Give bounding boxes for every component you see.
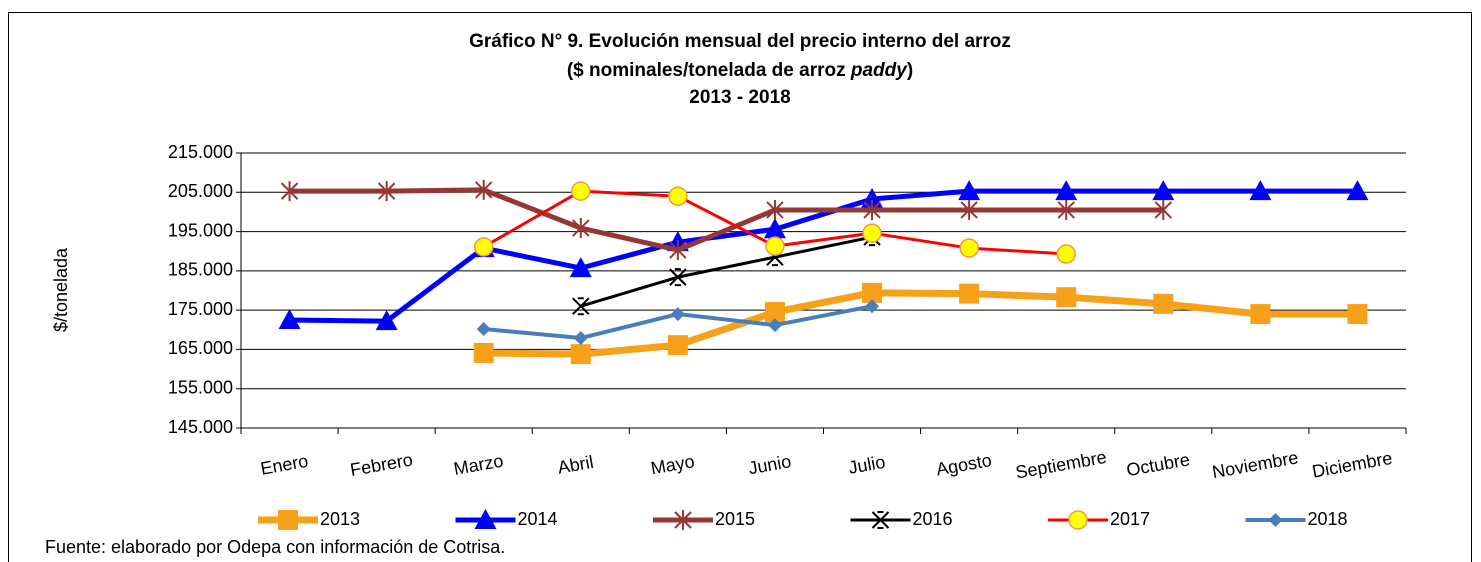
- legend-marker: [474, 509, 497, 529]
- marker: [766, 248, 784, 267]
- marker: [766, 199, 784, 220]
- marker: [767, 318, 782, 333]
- legend-label: 2016: [913, 509, 953, 529]
- series: [476, 299, 880, 346]
- marker: [958, 180, 981, 201]
- chart-years: 2013 - 2018: [689, 87, 790, 108]
- legend-marker: [278, 510, 298, 530]
- legend-label: 2018: [1308, 509, 1348, 529]
- y-tick-label: 195.000: [168, 220, 233, 240]
- legend-label: 2015: [715, 509, 755, 529]
- series: [473, 181, 1076, 264]
- marker: [1056, 244, 1076, 264]
- marker: [862, 223, 882, 243]
- marker: [570, 344, 591, 365]
- series-line: [289, 188, 1358, 324]
- marker: [572, 218, 590, 239]
- y-tick-label: 175.000: [168, 299, 233, 319]
- legend-label: 2017: [1110, 509, 1150, 529]
- legend-label: 2013: [320, 509, 360, 529]
- marker: [375, 310, 398, 331]
- marker: [572, 297, 590, 316]
- marker: [668, 186, 688, 206]
- series-line: [483, 289, 1358, 358]
- marker: [475, 179, 493, 200]
- marker: [1347, 304, 1368, 325]
- marker: [959, 283, 980, 304]
- marker: [669, 268, 687, 287]
- series: [473, 282, 1368, 365]
- marker: [377, 181, 396, 202]
- subtitle-part: ($ nominales/tonelada de arroz: [567, 60, 846, 81]
- chart-frame: [8, 12, 1472, 562]
- source-note: Fuente: elaborado por Odepa con informac…: [45, 537, 505, 557]
- marker: [1153, 293, 1174, 314]
- marker: [863, 199, 881, 220]
- legend-marker: [674, 510, 692, 530]
- legend-marker: [871, 511, 890, 529]
- y-tick-label: 215.000: [168, 142, 233, 162]
- marker: [1154, 199, 1172, 220]
- y-tick-label: 205.000: [168, 181, 233, 201]
- y-tick-label: 185.000: [168, 260, 233, 280]
- marker: [476, 322, 491, 336]
- marker: [278, 308, 301, 329]
- y-tick-label: 155.000: [168, 377, 233, 397]
- marker: [1056, 287, 1077, 308]
- marker: [573, 331, 588, 346]
- marker: [1152, 180, 1175, 201]
- series-line: [580, 235, 873, 308]
- marker: [862, 282, 883, 303]
- y-tick-label: 145.000: [168, 417, 233, 437]
- chart-title: Gráfico N° 9. Evolución mensual del prec…: [469, 31, 1011, 52]
- chart-subtitle: ($ nominales/tonelada de arroz paddy): [567, 60, 913, 81]
- marker: [569, 257, 592, 278]
- marker: [280, 181, 299, 202]
- marker: [571, 181, 591, 201]
- marker: [473, 342, 494, 363]
- marker: [959, 238, 979, 258]
- marker: [960, 199, 978, 220]
- series: [280, 179, 1172, 261]
- marker: [1057, 199, 1075, 220]
- marker: [763, 218, 786, 239]
- marker: [473, 237, 494, 257]
- subtitle-part: ): [907, 60, 913, 81]
- y-axis-label: $/tonelada: [51, 247, 71, 332]
- marker: [1346, 180, 1369, 201]
- marker: [669, 240, 687, 261]
- series-line: [289, 187, 1164, 253]
- y-tick-label: 165.000: [168, 338, 233, 358]
- marker: [670, 307, 685, 322]
- marker: [764, 302, 785, 323]
- marker: [667, 335, 688, 356]
- legend-marker: [1068, 510, 1088, 530]
- marker: [861, 187, 884, 208]
- subtitle-part: paddy: [850, 60, 908, 81]
- marker: [1249, 180, 1272, 201]
- marker: [1250, 304, 1271, 325]
- legend-marker: [1268, 513, 1283, 527]
- legend-label: 2014: [518, 509, 558, 529]
- marker: [1055, 180, 1078, 201]
- marker: [765, 236, 785, 256]
- marker: [865, 299, 880, 314]
